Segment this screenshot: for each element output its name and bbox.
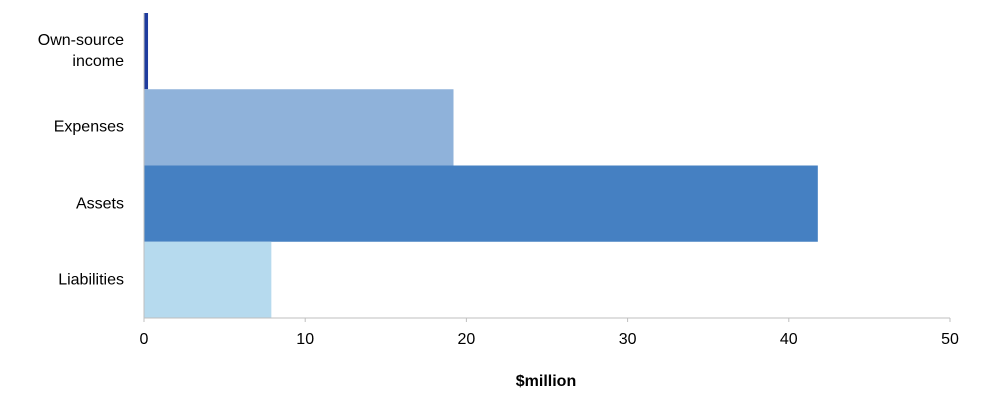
y-tick-label: Assets xyxy=(75,195,124,213)
x-tick-label: 40 xyxy=(780,331,798,348)
y-tick-label: Own-source income xyxy=(37,32,124,71)
x-tick-label: 30 xyxy=(619,331,637,348)
x-axis-label: $million xyxy=(516,373,576,390)
bar xyxy=(144,13,149,90)
x-tick-label: 10 xyxy=(296,331,314,348)
y-tick-label: Liabilities xyxy=(58,271,124,289)
y-tick-label: Expenses xyxy=(53,118,124,136)
x-tick-label: 50 xyxy=(941,331,959,348)
x-tick-label: 20 xyxy=(458,331,476,348)
bar xyxy=(144,89,454,166)
x-tick-label: 0 xyxy=(140,331,149,348)
bar xyxy=(144,165,818,242)
bar xyxy=(144,241,272,318)
